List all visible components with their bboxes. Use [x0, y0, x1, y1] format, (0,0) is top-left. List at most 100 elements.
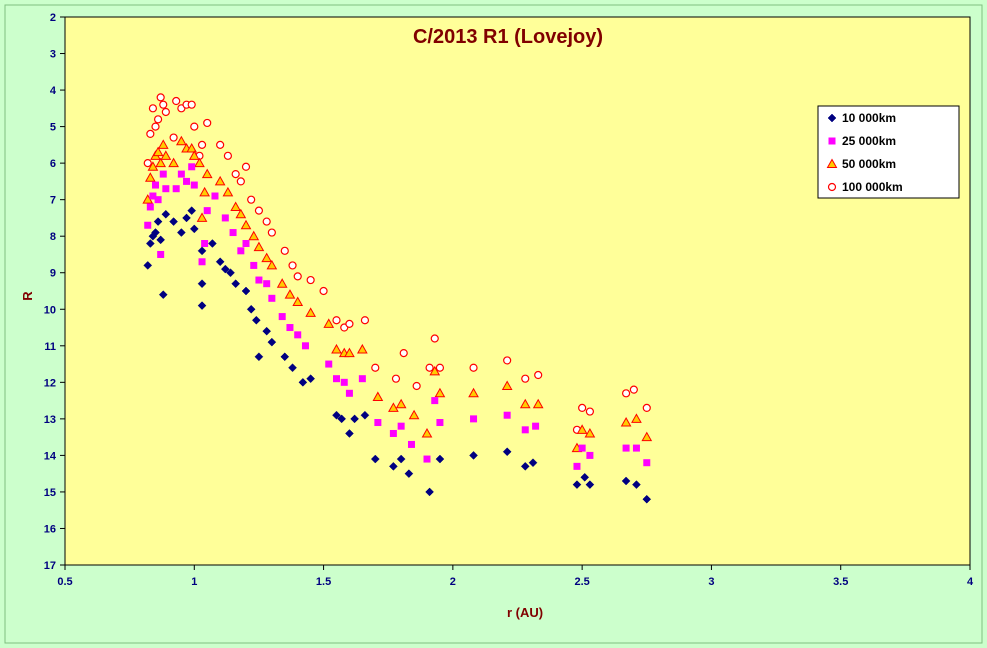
data-point — [468, 387, 479, 398]
data-point — [333, 375, 340, 383]
data-point — [395, 398, 407, 409]
data-point — [278, 313, 286, 321]
data-point — [642, 494, 652, 504]
data-point — [323, 318, 335, 328]
data-point — [248, 230, 260, 241]
data-point — [389, 462, 398, 471]
data-point — [208, 239, 217, 248]
data-point — [404, 469, 414, 479]
data-point — [350, 414, 359, 424]
data-point — [397, 422, 405, 430]
data-point — [147, 161, 159, 171]
data-point — [152, 146, 164, 157]
data-point — [288, 261, 297, 270]
data-point — [197, 279, 207, 289]
data-point — [396, 454, 406, 464]
y-axis: 2 3 4 5 6 7 8 9 10 11 12 13 14 15 16 17 — [44, 12, 65, 572]
data-point — [344, 347, 355, 358]
data-point — [360, 410, 370, 420]
data-point — [203, 207, 211, 215]
y-tick-label: 14 — [44, 450, 57, 462]
data-point — [235, 208, 247, 219]
data-point — [337, 414, 347, 424]
data-point — [201, 240, 209, 248]
data-point — [183, 177, 191, 185]
data-point — [182, 213, 191, 223]
y-tick-label: 4 — [50, 85, 57, 97]
data-point — [340, 378, 348, 386]
data-point — [629, 385, 638, 394]
data-point — [521, 426, 529, 434]
y-tick-label: 12 — [44, 377, 56, 389]
data-point — [532, 398, 544, 409]
data-point — [152, 181, 159, 189]
data-point — [358, 375, 366, 383]
data-point — [502, 447, 512, 457]
series-0 — [143, 206, 652, 504]
data-point — [144, 172, 156, 182]
data-point — [254, 206, 264, 215]
data-point — [156, 93, 165, 102]
data-point — [268, 294, 276, 302]
data-point — [325, 360, 333, 368]
data-point — [435, 363, 445, 372]
y-tick-label: 10 — [44, 304, 56, 316]
data-point — [146, 129, 155, 139]
data-point — [532, 422, 540, 430]
x-axis-title: r (AU) — [507, 605, 543, 620]
data-point — [240, 219, 252, 230]
data-point — [145, 239, 155, 248]
data-point — [578, 403, 587, 413]
data-point — [584, 427, 596, 438]
data-point — [146, 203, 154, 211]
data-point — [162, 185, 170, 193]
data-point — [194, 157, 205, 168]
data-point — [286, 324, 294, 332]
y-tick-label: 17 — [44, 560, 56, 572]
data-point — [251, 315, 261, 325]
data-point — [155, 157, 167, 168]
data-point — [345, 319, 354, 328]
data-point — [642, 403, 651, 413]
data-point — [241, 162, 251, 171]
data-point — [586, 451, 594, 459]
plot-area — [64, 16, 971, 566]
data-point — [226, 268, 235, 278]
data-point — [632, 444, 640, 452]
y-tick-label: 2 — [50, 12, 56, 24]
legend-marker — [828, 137, 836, 145]
data-point — [267, 337, 277, 347]
data-point — [345, 389, 353, 397]
data-point — [267, 228, 276, 237]
data-point — [151, 228, 160, 237]
data-point — [643, 459, 651, 467]
data-point — [412, 381, 421, 391]
data-point — [203, 118, 212, 128]
data-point — [372, 391, 384, 401]
data-point — [187, 206, 197, 215]
data-point — [430, 334, 439, 343]
chart-title: C/2013 R1 (Lovejoy) — [413, 26, 603, 48]
y-tick-label: 5 — [50, 122, 56, 134]
data-point — [214, 175, 226, 186]
data-point — [159, 170, 167, 178]
data-point — [196, 212, 208, 222]
data-point — [572, 480, 582, 489]
data-point — [247, 195, 256, 204]
data-point — [236, 177, 245, 186]
data-point — [169, 217, 178, 226]
data-point — [250, 261, 258, 269]
data-point — [332, 316, 341, 325]
data-point — [332, 410, 341, 420]
data-point — [266, 259, 278, 270]
data-point — [331, 343, 342, 354]
legend-marker — [827, 182, 837, 192]
x-tick-label: 2 — [450, 576, 456, 588]
data-point — [423, 455, 431, 463]
data-point — [201, 168, 213, 179]
data-point — [519, 398, 531, 409]
data-point — [177, 170, 185, 178]
data-point — [436, 419, 444, 427]
data-point — [371, 363, 380, 372]
data-point — [301, 342, 309, 350]
